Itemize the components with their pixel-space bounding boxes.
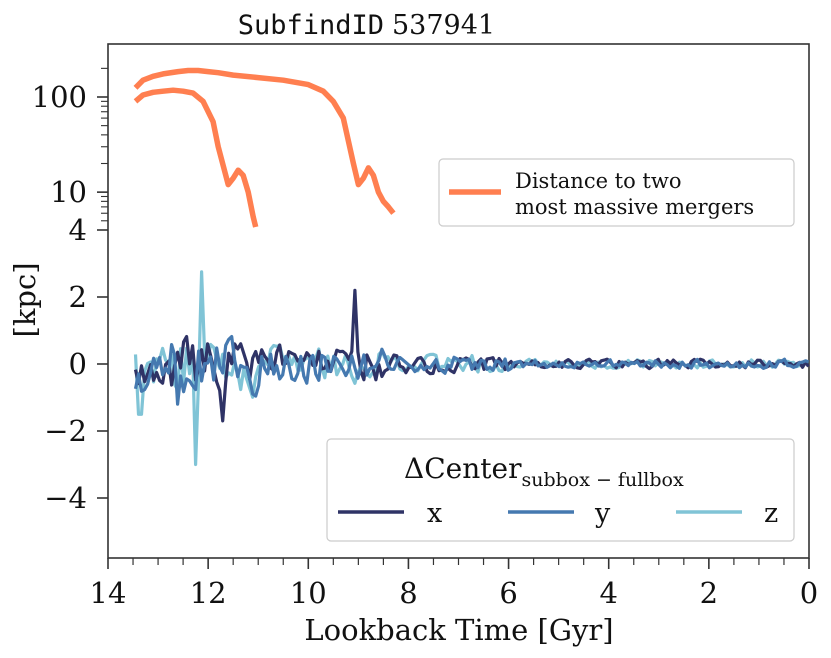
y-tick-label: 10 [50,175,87,209]
legend-distance-frame [438,158,795,227]
x-axis-ticks: 14 12 10 8 6 4 2 0 [90,558,818,610]
legend-center-frame [326,438,795,542]
legend-center-title-main: ΔCenter [404,452,522,485]
legend-distance: Distance to two most massive mergers [438,158,795,227]
center-offset-lines [133,270,810,467]
y-tick-label: 100 [32,80,87,114]
y-tick-label: 0 [69,347,87,381]
legend-distance-label-line2: most massive mergers [515,195,754,219]
y-tick-label: −4 [44,481,87,515]
legend-center-label-x: x [427,498,442,529]
x-tick-label: 14 [90,576,127,610]
x-tick-label: 0 [800,576,818,610]
merger-distance-lines [133,67,396,228]
y-tick-label: 2 [69,280,87,314]
y-axis-ticks: −4 −2 0 2 4 10 100 [32,67,108,515]
legend-center-title-sub: subbox − fullbox [521,469,683,491]
x-tick-label: 6 [499,576,517,610]
offset-line-z [133,270,809,467]
distance-line-merger-2 [133,87,259,228]
legend-center-label-y: y [594,498,611,529]
x-tick-label: 4 [599,576,617,610]
y-tick-label: 4 [69,213,87,247]
legend-center: ΔCentersubbox − fullbox x y z [326,438,795,542]
legend-center-label-z: z [764,498,778,529]
y-axis-label: [kpc] [8,262,42,337]
chart-title-id: 537941 [392,10,495,41]
x-tick-label: 12 [190,576,227,610]
distance-line-merger-1 [133,67,396,215]
legend-center-title: ΔCentersubbox − fullbox [404,452,684,491]
x-axis-label: Lookback Time [Gyr] [304,613,613,647]
y-tick-label: −2 [44,414,87,448]
offset-line-y [133,335,810,406]
x-tick-label: 2 [700,576,718,610]
legend-distance-label-line1: Distance to two [515,169,682,193]
chart-title-prefix: SubfindID [238,10,384,41]
x-tick-label: 10 [290,576,327,610]
x-tick-label: 8 [399,576,417,610]
